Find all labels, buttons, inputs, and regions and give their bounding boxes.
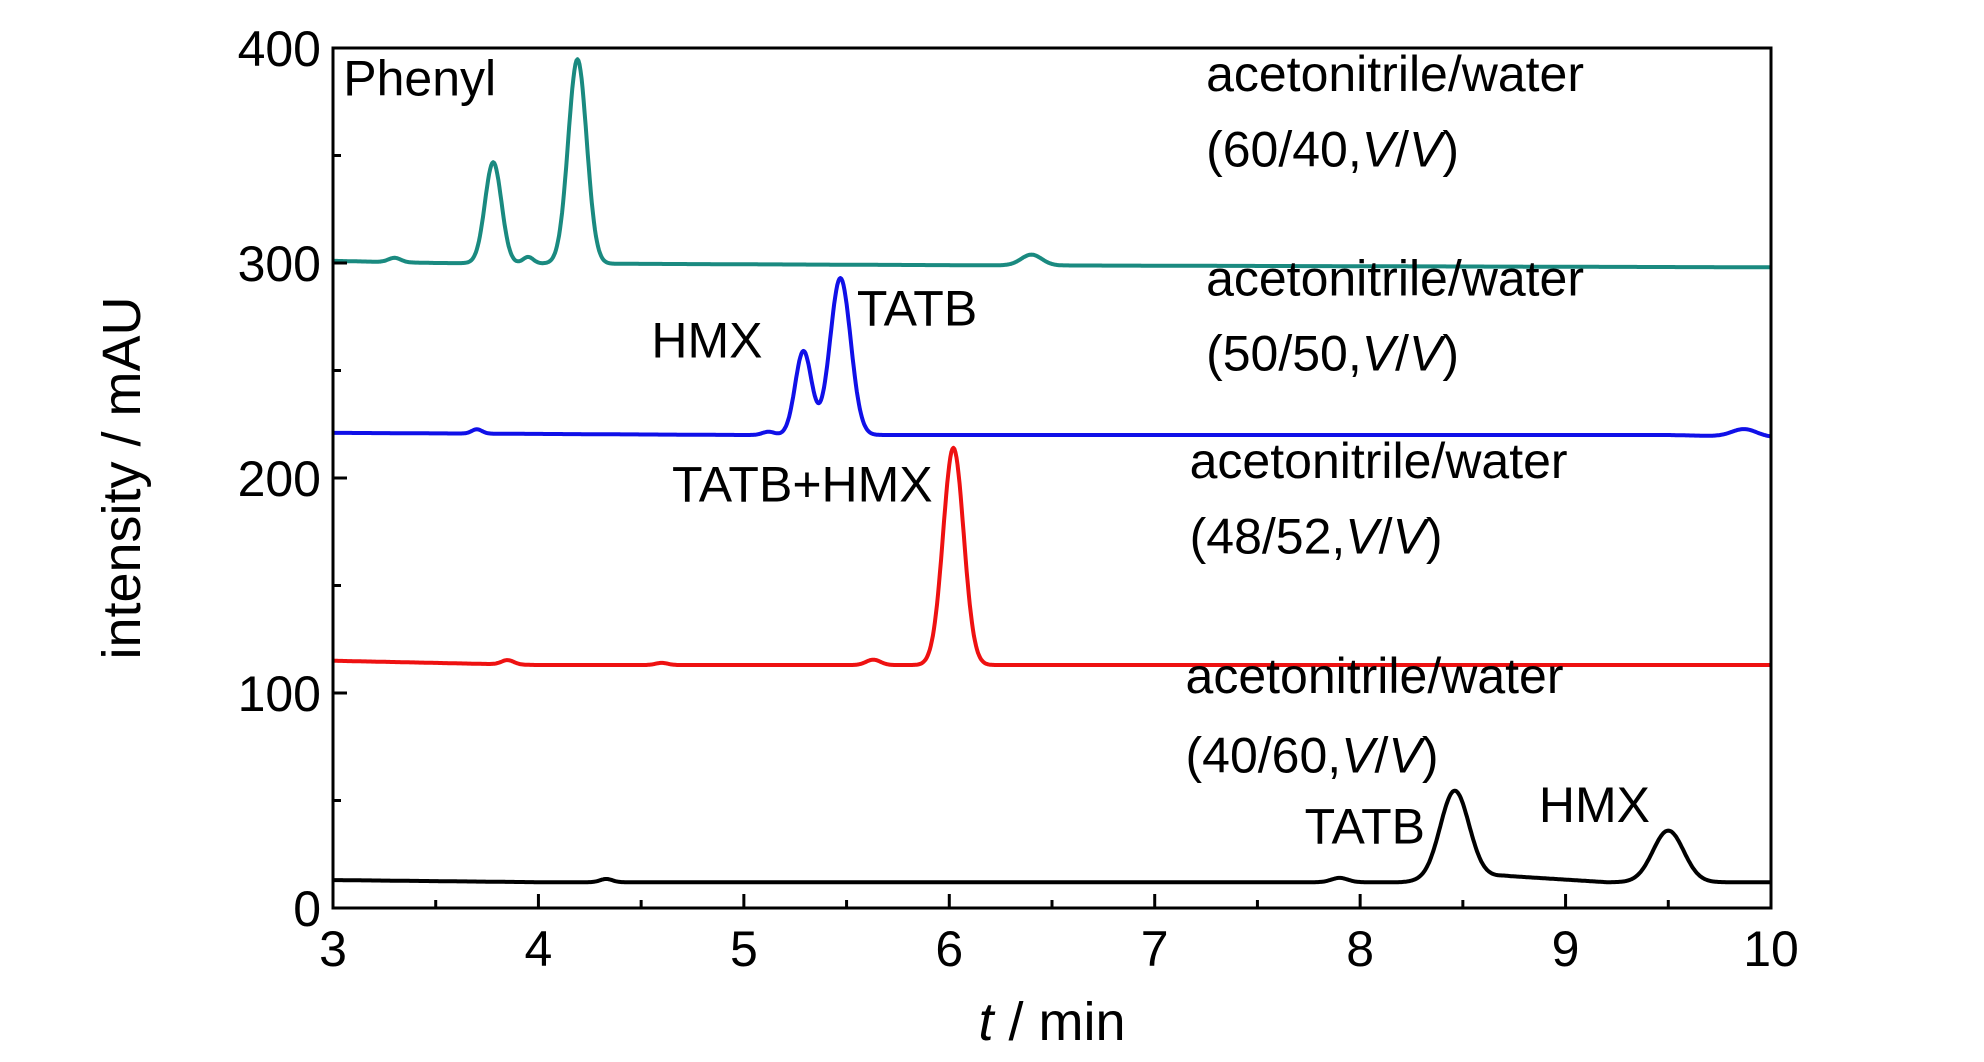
chart-annotation: (60/40,V/V) xyxy=(1206,121,1459,177)
y-tick-label: 300 xyxy=(238,236,321,292)
x-tick-label: 4 xyxy=(525,921,553,977)
chart-annotation: (50/50,V/V) xyxy=(1206,326,1459,382)
x-axis-title: t / min xyxy=(978,992,1125,1052)
chart-annotation: (40/60,V/V) xyxy=(1186,728,1439,784)
y-tick-label: 0 xyxy=(293,881,321,937)
chart-annotation: TATB+HMX xyxy=(672,457,933,513)
x-tick-label: 6 xyxy=(935,921,963,977)
annotations-layer: Phenyl acetonitrile/water (60/40,V/V) HMX TA… xyxy=(343,46,1650,855)
x-tick-label: 5 xyxy=(730,921,758,977)
x-axis-title-italic: t xyxy=(978,992,995,1052)
chart-annotation: TATB xyxy=(1305,799,1425,855)
chart-annotation: Phenyl xyxy=(343,50,496,106)
chart-annotation: acetonitrile/water xyxy=(1186,648,1564,704)
chart-annotation: acetonitrile/water xyxy=(1190,433,1568,489)
series-line-2 xyxy=(332,276,1772,439)
chart-annotation: (48/52,V/V) xyxy=(1190,508,1443,564)
x-tick-label: 10 xyxy=(1743,921,1799,977)
y-axis-title: intensity / mAU xyxy=(92,296,152,659)
y-tick-label: 400 xyxy=(238,21,321,77)
chart-annotation: TATB xyxy=(857,280,977,336)
chart-annotation: acetonitrile/water xyxy=(1206,250,1584,306)
chart-annotation: HMX xyxy=(1539,777,1650,833)
x-tick-label: 9 xyxy=(1552,921,1580,977)
series-line-3 xyxy=(332,445,1772,667)
y-tick-label: 200 xyxy=(238,451,321,507)
chart-annotation: HMX xyxy=(651,313,762,369)
series-layer xyxy=(332,57,1772,885)
series-line-1 xyxy=(332,57,1772,270)
series-line-4 xyxy=(332,788,1772,885)
x-tick-label: 8 xyxy=(1346,921,1374,977)
x-axis-title-rest: / min xyxy=(993,992,1125,1052)
x-tick-label: 3 xyxy=(319,921,347,977)
y-tick-label: 100 xyxy=(238,666,321,722)
x-tick-label: 7 xyxy=(1141,921,1169,977)
chart-annotation: acetonitrile/water xyxy=(1206,46,1584,102)
